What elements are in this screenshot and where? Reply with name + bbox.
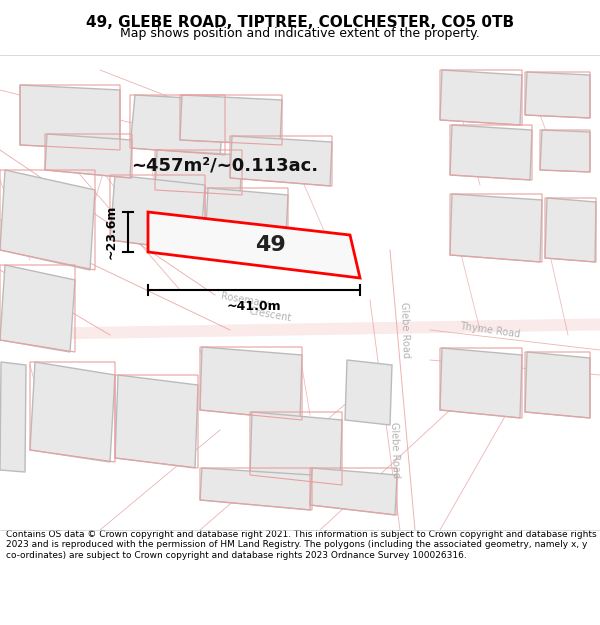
Polygon shape (355, 55, 430, 280)
Text: Crescent: Crescent (248, 306, 292, 324)
Polygon shape (440, 348, 522, 418)
Polygon shape (130, 95, 225, 155)
Polygon shape (0, 260, 600, 350)
Polygon shape (345, 360, 392, 425)
Polygon shape (230, 136, 332, 186)
Polygon shape (390, 55, 440, 530)
Polygon shape (450, 125, 532, 180)
Polygon shape (0, 170, 95, 270)
Text: Contains OS data © Crown copyright and database right 2021. This information is : Contains OS data © Crown copyright and d… (6, 530, 596, 560)
Polygon shape (110, 175, 205, 252)
Text: Rosemary: Rosemary (220, 291, 270, 309)
Polygon shape (545, 198, 596, 262)
Text: Thyme Road: Thyme Road (459, 321, 521, 339)
Polygon shape (200, 468, 312, 510)
Polygon shape (540, 130, 590, 172)
Text: Glebe Road: Glebe Road (389, 422, 401, 478)
Polygon shape (200, 347, 302, 420)
Polygon shape (30, 362, 115, 462)
Polygon shape (205, 188, 288, 255)
Polygon shape (0, 265, 75, 352)
Polygon shape (115, 375, 198, 468)
Polygon shape (450, 194, 542, 262)
Polygon shape (180, 95, 282, 145)
Text: 49: 49 (254, 235, 286, 255)
Text: ~23.6m: ~23.6m (105, 205, 118, 259)
Polygon shape (20, 85, 120, 150)
Polygon shape (525, 72, 590, 118)
Polygon shape (380, 305, 600, 375)
Polygon shape (45, 134, 132, 178)
Polygon shape (0, 362, 26, 472)
Polygon shape (0, 55, 600, 100)
Polygon shape (440, 70, 522, 125)
Text: 49, GLEBE ROAD, TIPTREE, COLCHESTER, CO5 0TB: 49, GLEBE ROAD, TIPTREE, COLCHESTER, CO5… (86, 16, 514, 31)
Polygon shape (155, 150, 242, 195)
Polygon shape (250, 412, 342, 485)
Polygon shape (525, 352, 590, 418)
Text: ~457m²/~0.113ac.: ~457m²/~0.113ac. (131, 156, 319, 174)
Text: Glebe Road: Glebe Road (399, 302, 411, 358)
Text: Map shows position and indicative extent of the property.: Map shows position and indicative extent… (120, 27, 480, 39)
Text: ~41.0m: ~41.0m (227, 300, 281, 313)
Polygon shape (148, 212, 360, 278)
Polygon shape (310, 468, 397, 515)
